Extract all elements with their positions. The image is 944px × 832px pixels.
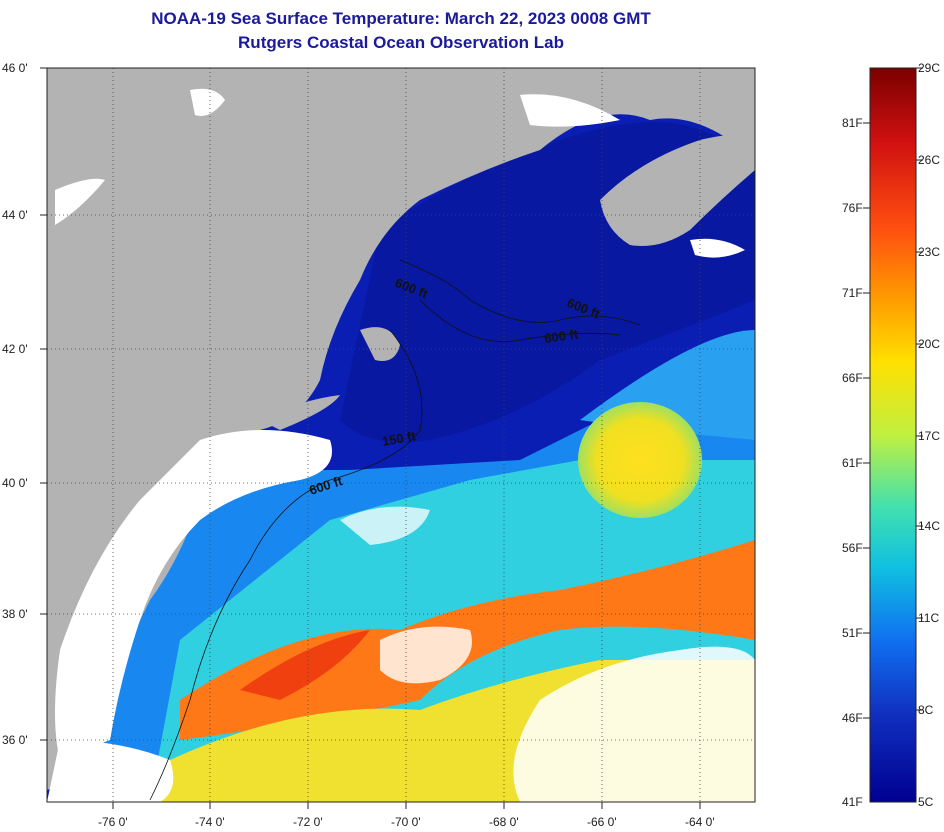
lat-label: 46 0'	[2, 61, 28, 75]
colorbar-f-label: 81F	[842, 116, 863, 130]
colorbar-f-label: 76F	[842, 201, 863, 215]
nova-scotia	[600, 135, 755, 246]
colorbar-f-label: 61F	[842, 456, 863, 470]
colorbar-c-label: 8C	[918, 703, 934, 717]
lon-label: -74 0'	[195, 815, 225, 829]
cloud-patch-3	[190, 88, 225, 116]
lat-label: 44 0'	[2, 208, 28, 222]
lat-label: 36 0'	[2, 733, 28, 747]
cloud-patch-1	[380, 626, 472, 684]
colorbar-f-label: 41F	[842, 795, 863, 809]
colorbar-c-label: 17C	[918, 429, 940, 443]
colorbar-f-label: 51F	[842, 626, 863, 640]
colorbar-c-label: 14C	[918, 519, 940, 533]
cloud-patch-4	[55, 178, 105, 225]
long-island	[260, 395, 340, 430]
lon-label: -76 0'	[98, 815, 128, 829]
colorbar-c-label: 11C	[918, 611, 939, 625]
lon-label: -72 0'	[293, 815, 323, 829]
colorbar-f-label: 71F	[842, 286, 863, 300]
land-mass	[47, 68, 755, 790]
lon-label: -64 0'	[685, 815, 715, 829]
colorbar	[869, 67, 917, 803]
colorbar-c-label: 26C	[918, 153, 940, 167]
colorbar-c-label: 20C	[918, 337, 940, 351]
cloud-southeast	[513, 646, 755, 802]
cloud-patch-2	[340, 506, 430, 545]
warm-eddy	[578, 402, 702, 518]
cloud-coast	[55, 430, 332, 760]
cloud-patch-5	[520, 94, 620, 127]
map-title: NOAA-19 Sea Surface Temperature: March 2…	[151, 9, 651, 28]
lon-label: -66 0'	[587, 815, 617, 829]
cape-cod	[360, 327, 400, 361]
map-subtitle: Rutgers Coastal Ocean Observation Lab	[238, 33, 564, 52]
colorbar-f-label: 46F	[842, 711, 863, 725]
map-imagery	[47, 68, 755, 802]
warm-core	[240, 630, 370, 700]
lon-label: -70 0'	[391, 815, 421, 829]
cloud-south	[47, 740, 174, 802]
bathymetry-contours	[149, 259, 641, 801]
contour-label: 150 ft	[381, 428, 418, 449]
colorbar-c-label: 23C	[918, 245, 940, 259]
lat-label: 42 0'	[2, 342, 28, 356]
colorbar-c-label: 5C	[918, 795, 934, 809]
cloud-patch-6	[690, 238, 745, 258]
contour-label: 600 ft	[543, 326, 579, 346]
colorbar-f-label: 56F	[842, 541, 863, 555]
lat-label: 40 0'	[2, 476, 28, 490]
map-frame	[46, 67, 756, 803]
lon-label: -68 0'	[489, 815, 519, 829]
lat-label: 38 0'	[2, 607, 28, 621]
axis-ticks	[40, 67, 701, 809]
colorbar-ticks	[863, 67, 923, 719]
colorbar-c-label: 29C	[918, 61, 940, 75]
colorbar-f-label: 66F	[842, 371, 863, 385]
